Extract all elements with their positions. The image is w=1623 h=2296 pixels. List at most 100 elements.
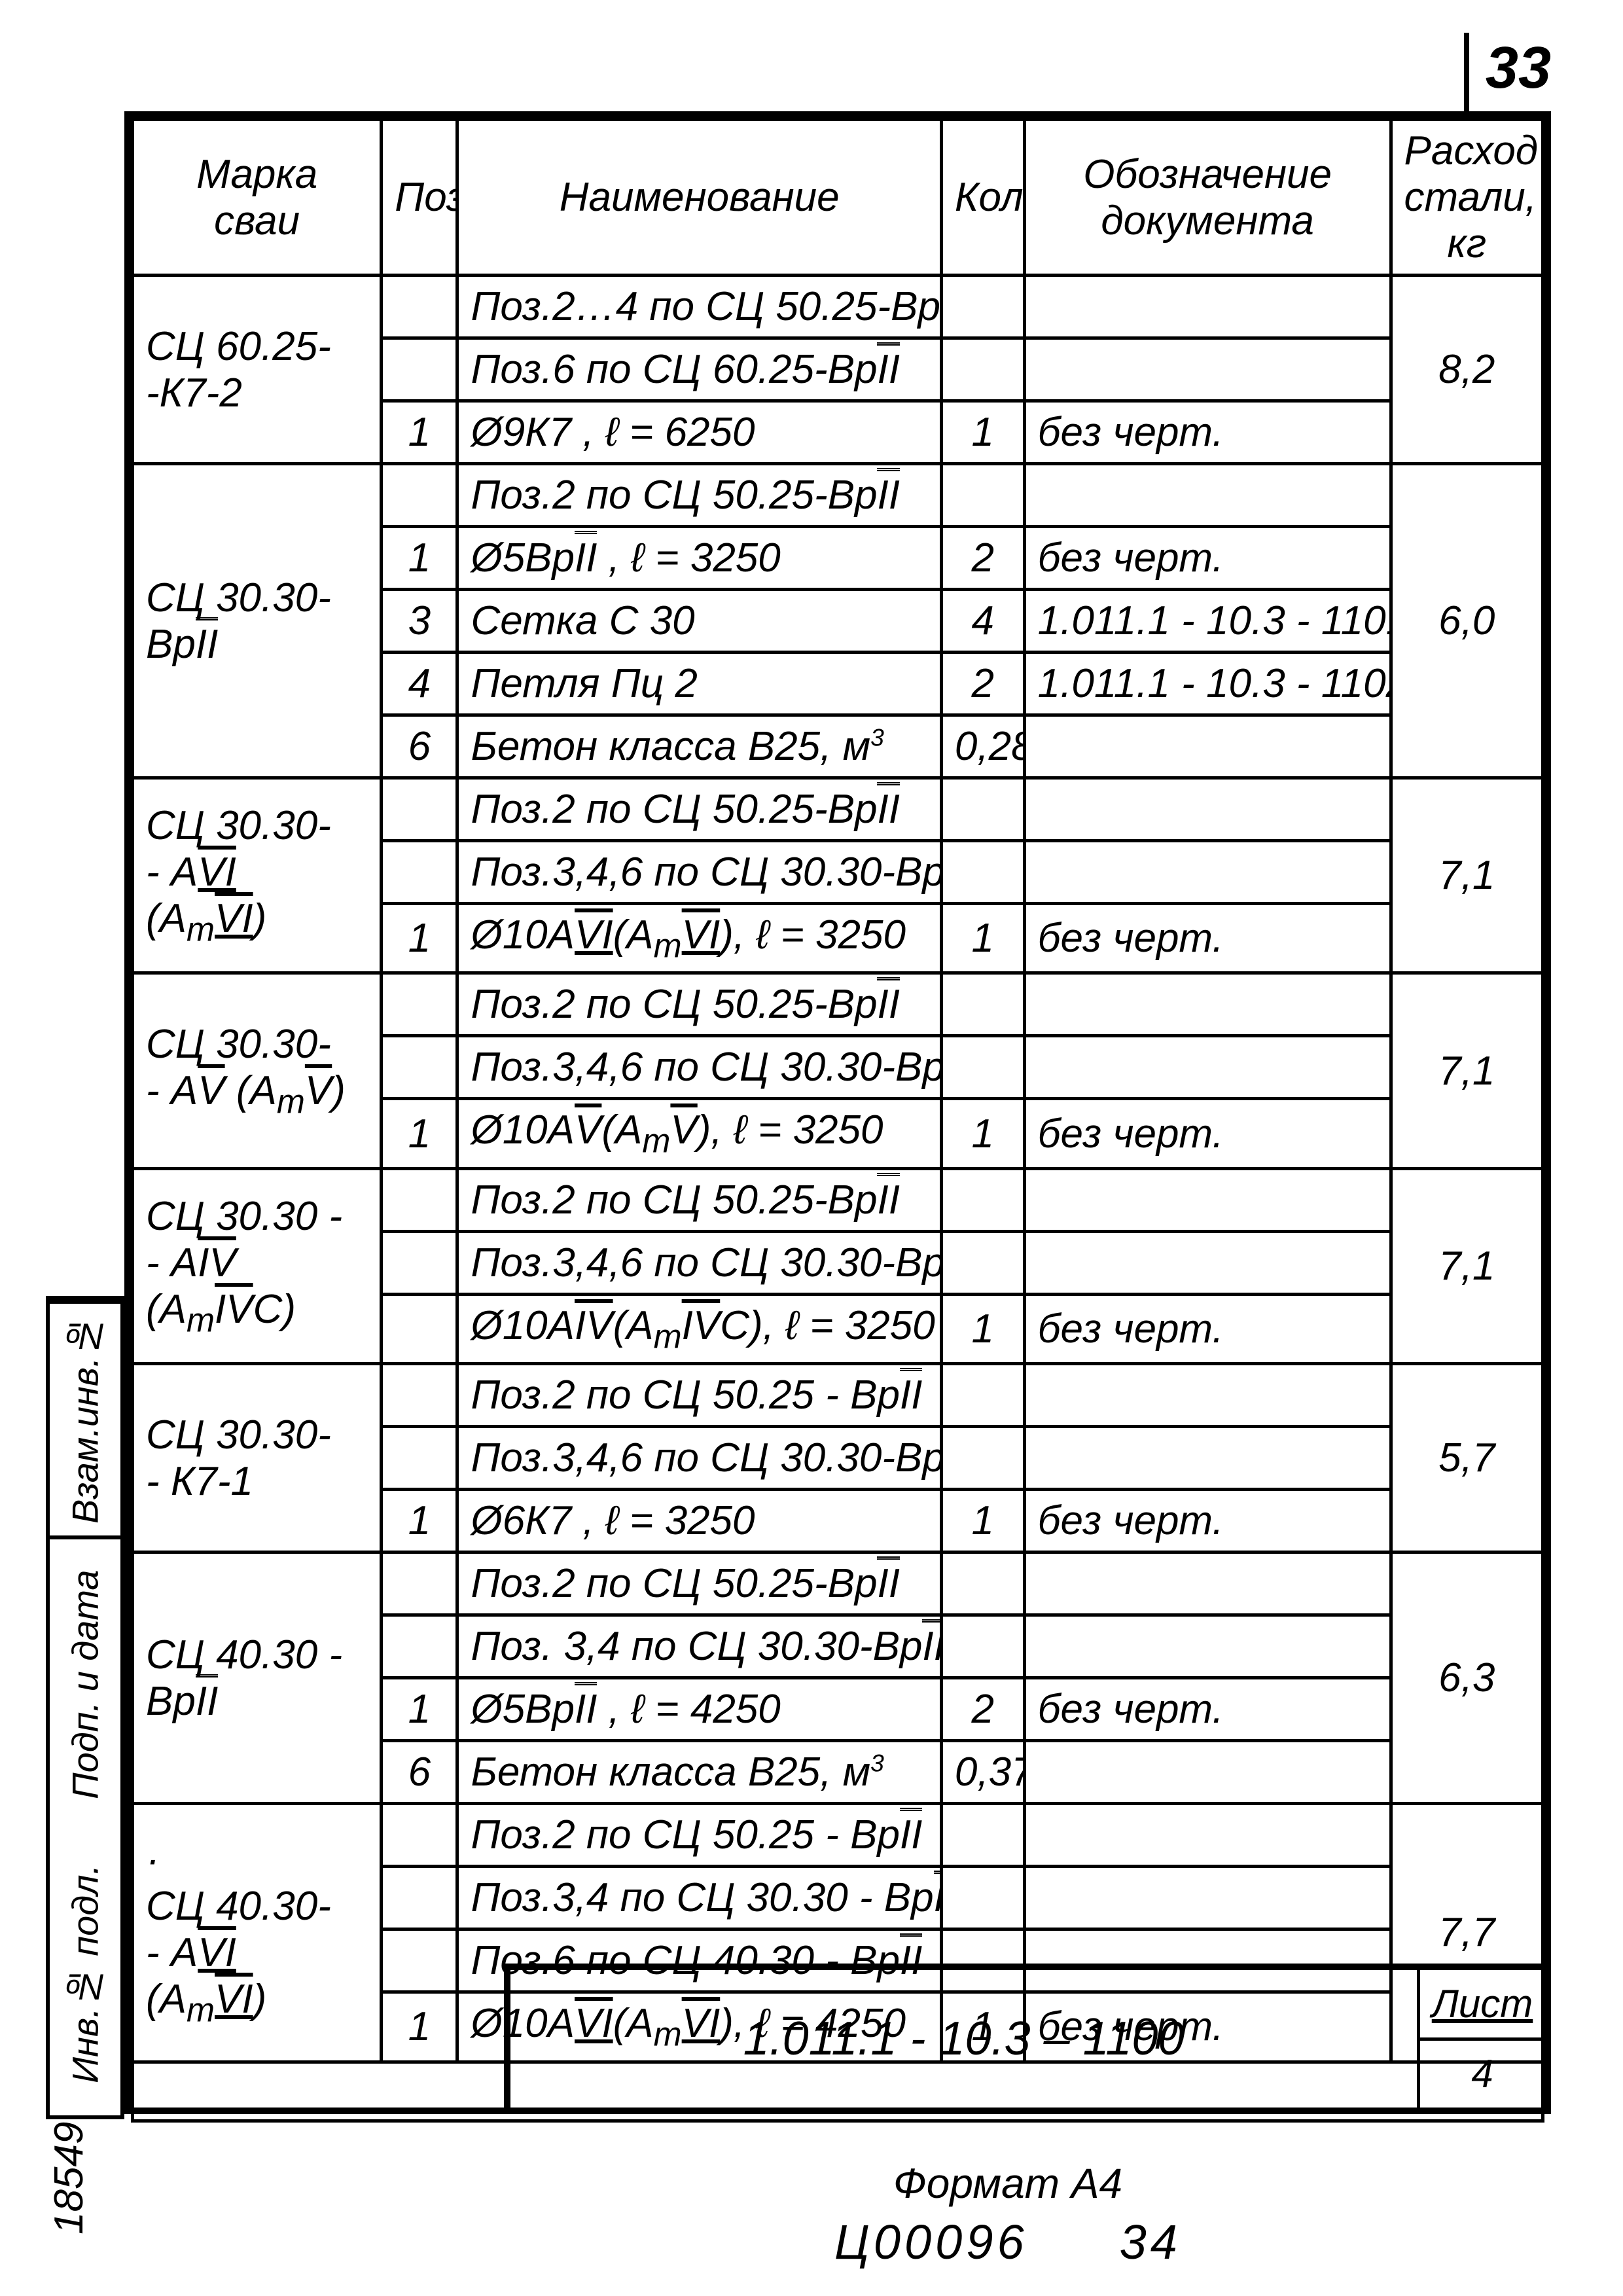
name-cell: Поз.2…4 по СЦ 50.25-ВрII <box>457 276 941 338</box>
name-cell: Поз.2 по СЦ 50.25 - ВрII <box>457 1804 941 1867</box>
side-cell-vzam: Взам.инв.№ <box>50 1300 120 1535</box>
name-cell: Сетка С 30 <box>457 590 941 653</box>
name-cell: Поз. 3,4 по СЦ 30.30-ВрII <box>457 1615 941 1678</box>
title-block: 1.011.1 - 10.3 – 1100 Лист 4 <box>504 1964 1544 2108</box>
name-cell: Поз.2 по СЦ 50.25-ВрII <box>457 973 941 1036</box>
name-cell: Поз.2 по СЦ 50.25-ВрII <box>457 778 941 841</box>
marka-cell: СЦ 30.30 -- АIV (АтIVС) <box>133 1168 382 1363</box>
page-number-top: 33 <box>1464 33 1551 111</box>
kol-cell <box>941 276 1024 338</box>
sheet-box: Лист 4 <box>1420 1970 1544 2108</box>
footer-format: Формат А4 <box>393 2159 1623 2208</box>
doc-cell <box>1024 1867 1391 1929</box>
table-row: СЦ 30.30-ВрIIПоз.2 по СЦ 50.25-ВрII6,0 <box>133 464 1543 527</box>
poz-cell: 1 <box>382 1992 457 2062</box>
kol-cell: 2 <box>941 527 1024 590</box>
steel-cell: 7,1 <box>1391 1168 1543 1363</box>
doc-cell <box>1024 338 1391 401</box>
poz-cell: 1 <box>382 401 457 464</box>
poz-cell <box>382 1231 457 1294</box>
table-row: СЦ 30.30-- К7-1Поз.2 по СЦ 50.25 - ВрII5… <box>133 1364 1543 1427</box>
doc-cell <box>1024 464 1391 527</box>
kol-cell: 1 <box>941 401 1024 464</box>
footer: Формат А4 Ц0009634 <box>0 2159 1623 2270</box>
side-cell-podp: Подп. и дата <box>50 1535 120 1830</box>
kol-cell <box>941 778 1024 841</box>
table-row: ·СЦ 40.30-- АVI (АтVI)Поз.2 по СЦ 50.25 … <box>133 1804 1543 1867</box>
doc-number: 1.011.1 - 10.3 – 1100 <box>510 1970 1420 2108</box>
doc-cell <box>1024 778 1391 841</box>
marka-cell: ·СЦ 40.30-- АVI (АтVI) <box>133 1804 382 2062</box>
poz-cell <box>382 1867 457 1929</box>
doc-cell <box>1024 1168 1391 1231</box>
kol-cell: 1 <box>941 1099 1024 1168</box>
marka-cell: СЦ 40.30 - ВрII <box>133 1552 382 1804</box>
sheet-number: 4 <box>1420 2041 1544 2108</box>
poz-cell: 6 <box>382 1741 457 1804</box>
name-cell: Ø9К7 , ℓ = 6250 <box>457 401 941 464</box>
col-header-steel: Расходстали,кг <box>1391 120 1543 276</box>
drawing-frame: Маркасваи Поз. Наименование Кол. Обознач… <box>124 111 1551 2114</box>
poz-cell <box>382 1168 457 1231</box>
marka-cell: СЦ 30.30-- К7-1 <box>133 1364 382 1552</box>
kol-cell: 0,37 <box>941 1741 1024 1804</box>
col-header-marka: Маркасваи <box>133 120 382 276</box>
poz-cell <box>382 464 457 527</box>
poz-cell: 1 <box>382 1099 457 1168</box>
col-header-name: Наименование <box>457 120 941 276</box>
poz-cell <box>382 1036 457 1099</box>
poz-cell <box>382 778 457 841</box>
name-cell: Ø10АVI(АтVI), ℓ = 3250 <box>457 904 941 973</box>
name-cell: Поз.3,4,6 по СЦ 30.30-ВрII <box>457 1231 941 1294</box>
name-cell: Бетон класса В25, м3 <box>457 1741 941 1804</box>
name-cell: Поз.2 по СЦ 50.25-ВрII <box>457 1552 941 1615</box>
poz-cell <box>382 1427 457 1490</box>
name-cell: Ø10АV(АтV), ℓ = 3250 <box>457 1099 941 1168</box>
doc-cell <box>1024 1231 1391 1294</box>
doc-cell <box>1024 973 1391 1036</box>
doc-cell: без черт. <box>1024 401 1391 464</box>
kol-cell <box>941 1364 1024 1427</box>
poz-cell: 1 <box>382 904 457 973</box>
kol-cell: 2 <box>941 1678 1024 1741</box>
name-cell: Петля Пц 2 <box>457 653 941 715</box>
kol-cell: 0,28 <box>941 715 1024 778</box>
doc-cell: без черт. <box>1024 904 1391 973</box>
steel-cell: 5,7 <box>1391 1364 1543 1552</box>
kol-cell <box>941 464 1024 527</box>
marka-cell: СЦ 60.25--К7-2 <box>133 276 382 464</box>
doc-cell: без черт. <box>1024 1099 1391 1168</box>
marka-cell: СЦ 30.30-ВрII <box>133 464 382 778</box>
doc-cell <box>1024 1427 1391 1490</box>
table-header-row: Маркасваи Поз. Наименование Кол. Обознач… <box>133 120 1543 276</box>
steel-cell: 6,0 <box>1391 464 1543 778</box>
poz-cell: 6 <box>382 715 457 778</box>
steel-cell: 7,1 <box>1391 973 1543 1168</box>
kol-cell: 1 <box>941 1490 1024 1552</box>
table-row: СЦ 30.30-- АV (АтV)Поз.2 по СЦ 50.25-ВрI… <box>133 973 1543 1036</box>
poz-cell <box>382 1804 457 1867</box>
sheet-label: Лист <box>1420 1970 1544 2041</box>
kol-cell <box>941 841 1024 904</box>
name-cell: Поз.2 по СЦ 50.25 - ВрII <box>457 1364 941 1427</box>
name-cell: Поз.6 по СЦ 60.25-ВрII <box>457 338 941 401</box>
poz-cell <box>382 1615 457 1678</box>
table-row: СЦ 40.30 - ВрIIПоз.2 по СЦ 50.25-ВрII6,3 <box>133 1552 1543 1615</box>
name-cell: Ø6К7 , ℓ = 3250 <box>457 1490 941 1552</box>
kol-cell: 1 <box>941 1294 1024 1363</box>
poz-cell <box>382 1929 457 1992</box>
poz-cell: 1 <box>382 1678 457 1741</box>
kol-cell <box>941 1231 1024 1294</box>
doc-cell: без черт. <box>1024 1294 1391 1363</box>
marka-cell: СЦ 30.30-- АVI (АтVI) <box>133 778 382 973</box>
kol-cell <box>941 1552 1024 1615</box>
kol-cell <box>941 338 1024 401</box>
doc-cell <box>1024 276 1391 338</box>
name-cell: Поз.2 по СЦ 50.25-ВрII <box>457 464 941 527</box>
poz-cell: 4 <box>382 653 457 715</box>
kol-cell <box>941 1867 1024 1929</box>
col-header-doc: Обозначениедокумента <box>1024 120 1391 276</box>
kol-cell <box>941 1804 1024 1867</box>
kol-cell <box>941 1168 1024 1231</box>
doc-cell <box>1024 1804 1391 1867</box>
